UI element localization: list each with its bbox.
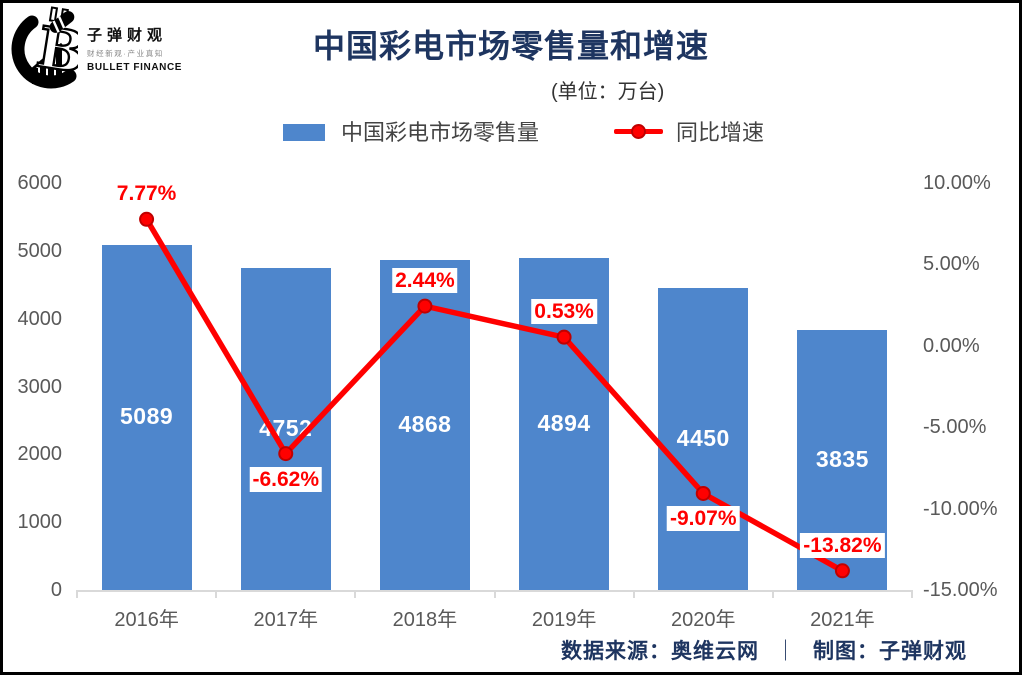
growth-point-marker (139, 211, 155, 227)
bar-value-label: 5089 (119, 403, 174, 430)
bar-value-label: 3835 (815, 445, 869, 472)
growth-point-marker (417, 298, 433, 314)
legend-line-label: 同比增速 (676, 120, 765, 145)
right-axis-tick-label: 0.00% (923, 334, 980, 357)
growth-value-label: -9.07% (666, 506, 740, 532)
left-axis-tick-label: 4000 (17, 307, 63, 330)
growth-value-label: -6.62% (249, 466, 323, 492)
x-axis-tick (632, 590, 635, 598)
retail-volume-bar (101, 244, 192, 590)
legend-bar-label: 中国彩电市场零售量 (341, 120, 540, 145)
x-axis-tick (911, 590, 913, 598)
left-axis-tick-label: 2000 (17, 443, 63, 466)
credit-text: 制图：子弹财观 (813, 640, 967, 663)
right-axis-tick-label: -10.00% (923, 497, 998, 520)
growth-value-label: 0.53% (531, 299, 597, 325)
chart-title: 中国彩电市场零售量和增速 (312, 28, 709, 64)
x-axis-category-label: 2018年 (392, 609, 458, 631)
retail-volume-bar (658, 288, 749, 590)
x-axis-tick (493, 590, 496, 598)
brand-tagline: 财经新观·产业真知 (87, 48, 164, 58)
right-axis-tick-label: 5.00% (923, 253, 980, 276)
x-axis-category-label: 2017年 (253, 609, 318, 631)
x-axis-tick (354, 590, 357, 598)
chart-unit-note: (单位：万台) (551, 81, 665, 103)
source-separator: ｜ (775, 640, 797, 663)
data-source-text: 数据来源：奥维云网 (561, 640, 759, 663)
brand-name-en: BULLET FINANCE (87, 61, 183, 73)
left-axis-tick-label: 3000 (17, 375, 63, 398)
bar-value-label: 4894 (537, 410, 591, 436)
legend-line-marker-icon (631, 124, 646, 139)
x-axis-tick (215, 590, 218, 598)
x-axis-category-label: 2020年 (670, 609, 736, 631)
right-axis-tick-label: -15.00% (923, 579, 998, 601)
growth-point-marker (834, 563, 850, 579)
x-axis-category-label: 2021年 (810, 609, 875, 631)
growth-value-label: -13.82% (800, 532, 885, 558)
x-axis-category-label: 2016年 (114, 609, 179, 631)
bar-value-label: 4868 (398, 410, 452, 437)
x-axis-tick (771, 590, 774, 598)
brand-name-cn: 子弹财观 (87, 26, 168, 44)
growth-point-marker (556, 329, 572, 345)
growth-point-marker (695, 485, 711, 501)
growth-value-label: 7.77% (113, 181, 180, 207)
x-axis-tick (76, 590, 78, 598)
source-credit-line: 数据来源：奥维云网 ｜ 制图：子弹财观 (561, 635, 967, 665)
right-axis-tick-label: -5.00% (923, 416, 987, 439)
growth-line (144, 217, 844, 574)
left-axis-tick-label: 6000 (17, 172, 63, 194)
bar-value-label: 4450 (676, 425, 730, 452)
left-axis-tick-label: 0 (50, 579, 62, 601)
growth-value-label: 2.44% (392, 268, 458, 294)
left-axis-tick-label: 5000 (17, 239, 63, 262)
left-axis-tick-label: 1000 (17, 511, 63, 534)
bullet-finance-logo-icon: B (11, 6, 78, 89)
growth-point-marker (278, 446, 294, 462)
legend-bar-swatch (283, 124, 325, 141)
brand-logo: B 子弹财观 财经新观·产业真知 BULLET FINANCE (10, 6, 182, 90)
retail-volume-bar (240, 267, 331, 590)
right-axis-tick-label: 10.00% (923, 172, 991, 194)
brand-text-block: 子弹财观 财经新观·产业真知 BULLET FINANCE (87, 24, 182, 73)
x-axis-category-label: 2019年 (531, 609, 597, 631)
